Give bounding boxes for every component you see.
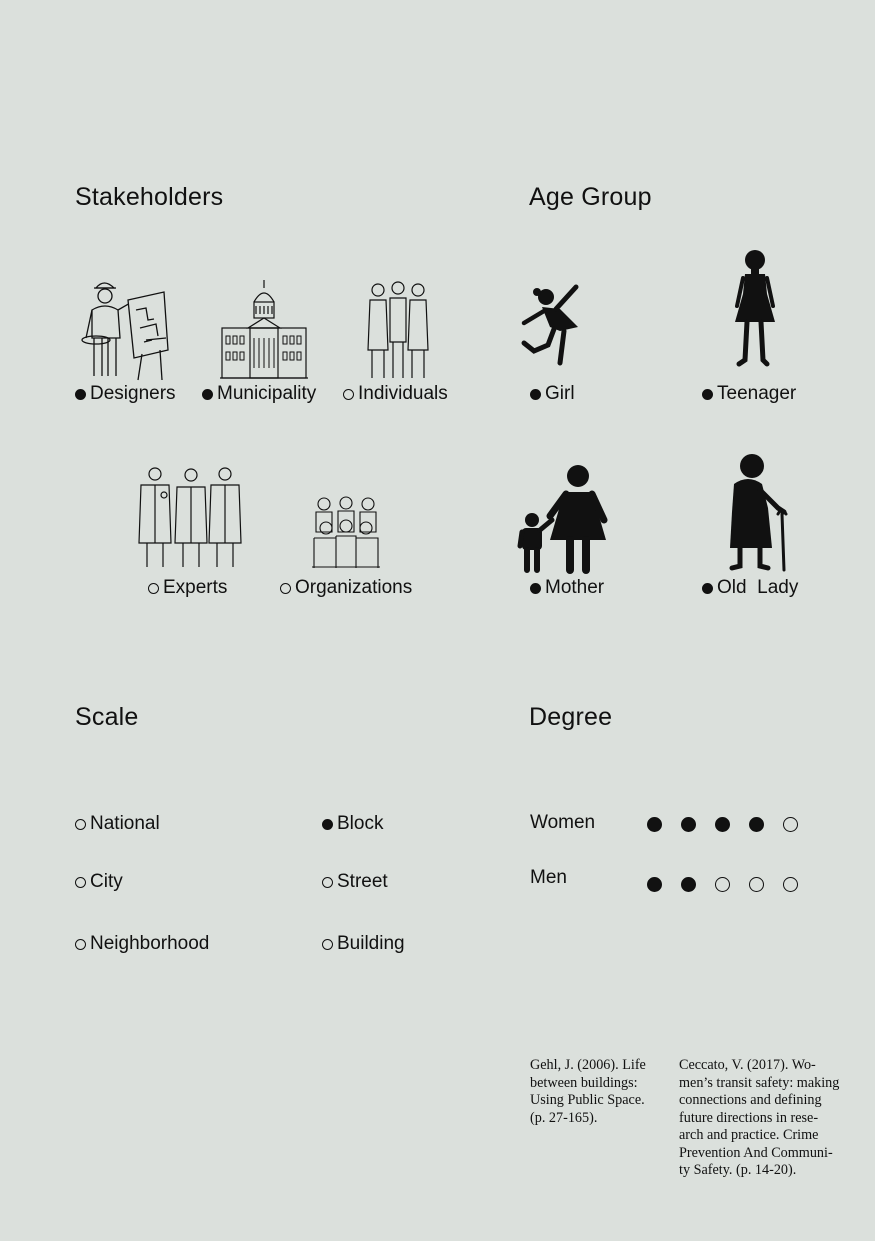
indicator-empty-icon	[75, 938, 86, 950]
scale-label: Street	[337, 871, 388, 892]
stakeholder-label: Municipality	[217, 383, 317, 404]
reference-line: ty Safety. (p. 14-20).	[679, 1162, 797, 1178]
organizations-icon	[312, 496, 380, 568]
old-lady-icon	[728, 452, 790, 572]
degree-men-rating	[647, 877, 798, 892]
rating-filled-icon	[749, 817, 764, 832]
scale-neighborhood[interactable]: Neighborhood	[75, 933, 209, 955]
indicator-empty-icon	[280, 582, 291, 594]
indicator-filled-icon	[322, 818, 333, 830]
rating-empty-icon	[783, 877, 798, 892]
individuals-icon	[366, 280, 430, 380]
scale-label: Neighborhood	[90, 933, 210, 954]
scale-label: Building	[337, 933, 405, 954]
mother-child-icon	[516, 464, 608, 574]
teenager-icon	[733, 250, 779, 368]
age-group-old-lady[interactable]: Old Lady	[702, 577, 798, 599]
age-group-label: Mother	[545, 577, 605, 598]
indicator-empty-icon	[322, 938, 333, 950]
rating-empty-icon	[783, 817, 798, 832]
scale-label: Block	[337, 813, 384, 834]
stakeholders-heading: Stakeholders	[75, 183, 224, 211]
indicator-empty-icon	[322, 876, 333, 888]
indicator-empty-icon	[148, 582, 159, 594]
stakeholder-municipality[interactable]: Municipality	[202, 383, 316, 405]
reference-line: Gehl, J. (2006). Life	[530, 1057, 646, 1073]
stakeholder-label: Organizations	[295, 577, 413, 598]
stakeholder-organizations[interactable]: Organizations	[280, 577, 412, 599]
designer-icon	[81, 276, 170, 382]
age-group-teenager[interactable]: Teenager	[702, 383, 796, 405]
stakeholder-designers[interactable]: Designers	[75, 383, 176, 405]
indicator-filled-icon	[202, 388, 213, 400]
stakeholder-individuals[interactable]: Individuals	[343, 383, 448, 405]
rating-empty-icon	[715, 877, 730, 892]
degree-heading: Degree	[529, 703, 613, 731]
municipality-icon	[220, 280, 308, 380]
reference-line: arch and practice. Crime	[679, 1127, 819, 1143]
degree-men-label: Men	[530, 867, 567, 888]
degree-women-rating	[647, 817, 798, 832]
age-group-heading: Age Group	[529, 183, 652, 211]
scale-building[interactable]: Building	[322, 933, 405, 955]
stakeholder-label: Designers	[90, 383, 176, 404]
scale-label: City	[90, 871, 123, 892]
reference-line: future directions in rese-	[679, 1109, 819, 1126]
reference-line: men’s transit safety: making	[679, 1074, 840, 1091]
age-group-girl[interactable]: Girl	[530, 383, 575, 405]
rating-filled-icon	[647, 877, 662, 892]
stakeholder-label: Experts	[163, 577, 228, 598]
rating-filled-icon	[681, 817, 696, 832]
scale-street[interactable]: Street	[322, 871, 388, 893]
scale-city[interactable]: City	[75, 871, 123, 893]
indicator-filled-icon	[530, 388, 541, 400]
degree-women-label: Women	[530, 812, 596, 833]
reference-line: Prevention And Communi-	[679, 1144, 833, 1161]
indicator-filled-icon	[702, 582, 713, 594]
indicator-empty-icon	[343, 388, 354, 400]
reference-line: (p. 27-165).	[530, 1109, 598, 1126]
scale-national[interactable]: National	[75, 813, 160, 835]
indicator-empty-icon	[75, 818, 86, 830]
age-group-label: Girl	[545, 383, 575, 404]
indicator-empty-icon	[75, 876, 86, 888]
indicator-filled-icon	[75, 388, 86, 400]
indicator-filled-icon	[702, 388, 713, 400]
rating-filled-icon	[715, 817, 730, 832]
scale-block[interactable]: Block	[322, 813, 383, 835]
rating-filled-icon	[681, 877, 696, 892]
rating-empty-icon	[749, 877, 764, 892]
age-group-label: Old Lady	[717, 577, 799, 598]
reference-ceccato: Ceccato, V. (2017). Wo-men’s transit saf…	[679, 1057, 839, 1180]
girl-icon	[520, 283, 582, 367]
age-group-mother[interactable]: Mother	[530, 577, 604, 599]
age-group-label: Teenager	[717, 383, 797, 404]
stakeholder-experts[interactable]: Experts	[148, 577, 227, 599]
indicator-filled-icon	[530, 582, 541, 594]
reference-line: connections and defining	[679, 1092, 822, 1108]
reference-line: Ceccato, V. (2017). Wo-	[679, 1057, 816, 1073]
rating-filled-icon	[647, 817, 662, 832]
scale-heading: Scale	[75, 703, 139, 731]
reference-gehl: Gehl, J. (2006). Life between buildings: U…	[530, 1057, 646, 1127]
reference-line: between buildings:	[530, 1074, 638, 1091]
stakeholder-label: Individuals	[358, 383, 448, 404]
scale-label: National	[90, 813, 160, 834]
experts-icon	[137, 465, 245, 569]
reference-line: Using Public Space.	[530, 1092, 645, 1108]
